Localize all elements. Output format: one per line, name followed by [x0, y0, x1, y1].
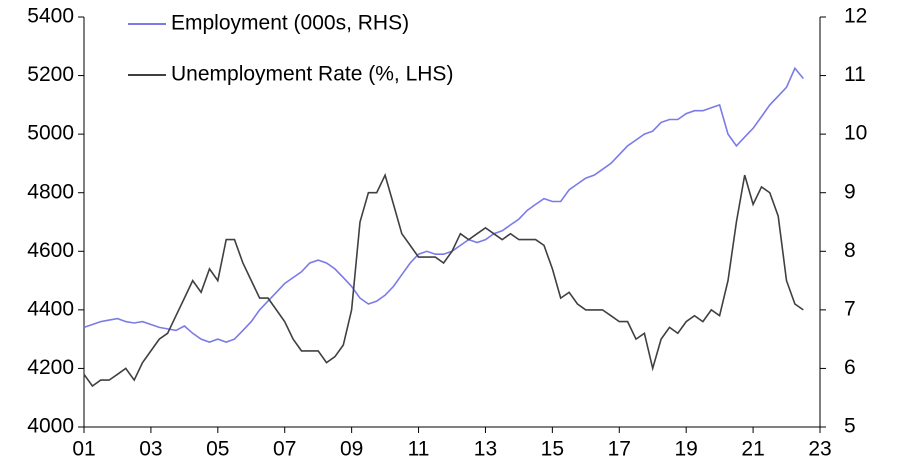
y-tick-label: 5200: [27, 63, 74, 86]
x-tick-label: 13: [474, 438, 497, 461]
x-tick-label: 15: [541, 438, 564, 461]
x-tick-label: 03: [139, 438, 162, 461]
x-tick-label: 07: [273, 438, 296, 461]
y2-tick-label: 5: [844, 415, 856, 438]
y-tick-label: 4000: [27, 415, 74, 438]
y-tick-label: 5400: [27, 5, 74, 28]
legend-label: Unemployment Rate (%, LHS): [171, 63, 453, 86]
y-tick-label: 4200: [27, 356, 74, 379]
y-tick-label: 5000: [27, 122, 74, 145]
x-tick-label: 19: [675, 438, 698, 461]
x-tick-label: 05: [206, 438, 229, 461]
x-tick-label: 21: [741, 438, 764, 461]
y2-tick-label: 11: [844, 63, 866, 86]
y2-tick-label: 10: [844, 122, 867, 145]
x-tick-label: 23: [808, 438, 831, 461]
y-tick-label: 4800: [27, 180, 74, 203]
series-line: [83, 172, 804, 388]
x-tick-label: 17: [608, 438, 631, 461]
x-tick-label: 01: [72, 438, 95, 461]
y2-tick-label: 12: [844, 5, 867, 28]
y2-tick-label: 6: [844, 356, 856, 379]
y2-tick-label: 8: [844, 239, 856, 262]
y2-tick-label: 9: [844, 180, 856, 203]
series-line: [83, 66, 804, 343]
y-tick-label: 4600: [27, 239, 74, 262]
legend-label: Employment (000s, RHS): [171, 12, 409, 35]
y-tick-label: 4400: [27, 297, 74, 320]
x-tick-label: 09: [340, 438, 363, 461]
x-tick-label: 11: [408, 438, 430, 461]
y2-tick-label: 7: [844, 297, 856, 320]
